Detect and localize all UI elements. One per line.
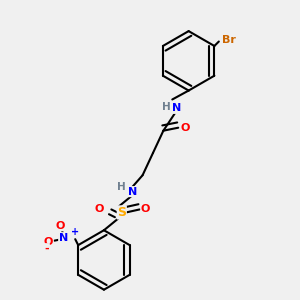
Text: H: H (117, 182, 126, 192)
Text: H: H (162, 102, 171, 112)
Text: O: O (181, 123, 190, 133)
Text: O: O (141, 204, 150, 214)
Text: N: N (59, 233, 68, 243)
Text: S: S (117, 206, 126, 219)
Text: N: N (172, 103, 182, 113)
Text: O: O (95, 204, 104, 214)
Text: -: - (45, 244, 49, 254)
Text: N: N (128, 187, 137, 196)
Text: O: O (44, 237, 53, 247)
Text: +: + (71, 227, 79, 237)
Text: O: O (56, 221, 65, 231)
Text: Br: Br (222, 35, 236, 45)
